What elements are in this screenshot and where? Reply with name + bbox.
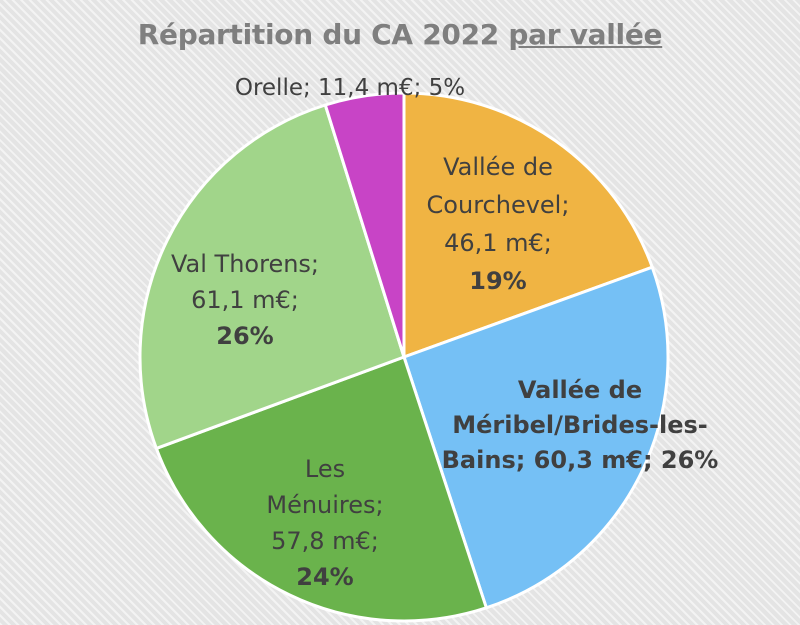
data-label-line: 26%: [216, 322, 273, 350]
data-label-line: Orelle; 11,4 m€; 5%: [235, 75, 465, 101]
pie-slice-vall-e-de-courchevel: [402, 91, 654, 359]
pie-slice-orelle: [323, 91, 406, 359]
data-label-line: 19%: [469, 267, 526, 295]
pie-slices: [138, 91, 670, 623]
data-label-orelle: Orelle; 11,4 m€; 5%: [235, 75, 465, 101]
data-label-line: Bains; 60,3 m€; 26%: [442, 446, 719, 474]
data-label-les-m-nuires: Les Ménuires; 57,8 m€; 24%: [266, 455, 383, 591]
data-label-line: Courchevel;: [427, 191, 570, 219]
chart-title: Répartition du CA 2022 par vallée: [0, 18, 800, 51]
chart-title-main: Répartition du CA 2022: [137, 18, 500, 51]
pie-slice-val-thorens: [138, 103, 406, 450]
data-label-line: 57,8 m€;: [271, 527, 379, 555]
pie-labels: Vallée de Courchevel; 46,1 m€; 19%Vallée de…: [171, 75, 718, 591]
pie-slice-vall-e-de-m-ribel-brides-les-bains: [402, 265, 670, 610]
pie-slice-les-m-nuires: [154, 355, 488, 623]
chart-title-suffix: par vallée: [508, 18, 663, 51]
data-label-line: Val Thorens;: [171, 250, 319, 278]
data-label-line: Vallée de: [443, 153, 553, 181]
data-label-line: Méribel/Brides-les-: [452, 411, 707, 439]
data-label-line: 61,1 m€;: [191, 286, 299, 314]
data-label-val-thorens: Val Thorens; 61,1 m€; 26%: [171, 250, 319, 350]
data-label-line: Les: [305, 455, 345, 483]
data-label-line: Vallée de: [518, 376, 642, 404]
data-label-vall-e-de-m-ribel-brides-les-bains: Vallée de Méribel/Brides-les- Bains; 60,3 …: [442, 376, 719, 474]
data-label-line: 46,1 m€;: [444, 229, 552, 257]
data-label-line: Ménuires;: [266, 491, 383, 519]
data-label-vall-e-de-courchevel: Vallée de Courchevel; 46,1 m€; 19%: [427, 153, 570, 295]
data-label-line: 24%: [296, 563, 353, 591]
